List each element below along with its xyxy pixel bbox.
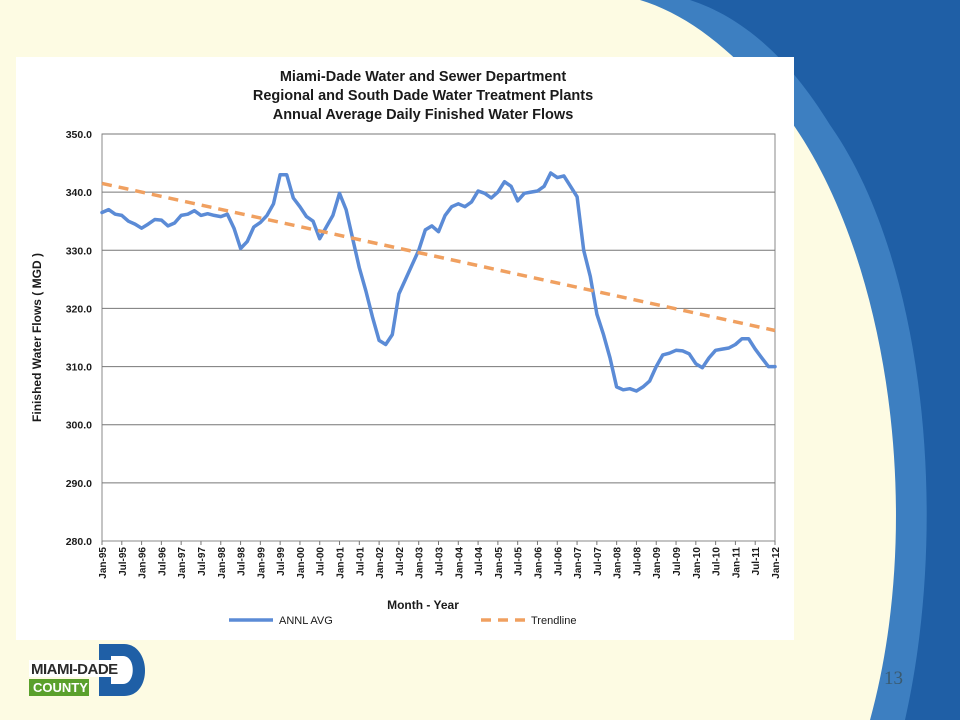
x-tick-label: Jul-97 (197, 547, 208, 576)
x-tick-label: Jul-09 (672, 547, 683, 576)
x-tick-label: Jan-12 (771, 547, 782, 579)
x-tick-label: Jan-00 (296, 547, 307, 579)
chart-title-line-3: Annual Average Daily Finished Water Flow… (273, 107, 574, 123)
x-tick-label: Jan-96 (138, 547, 149, 579)
x-tick-label: Jul-04 (474, 547, 485, 576)
y-tick-label: 290.0 (66, 478, 92, 490)
logo-line2-bg (29, 679, 89, 696)
x-tick-label: Jul-05 (514, 547, 525, 576)
x-tick-label: Jul-98 (237, 547, 248, 576)
x-tick-label: Jan-98 (217, 547, 228, 579)
x-tick-label: Jul-10 (712, 547, 723, 576)
x-tick-label: Jul-06 (553, 547, 564, 576)
x-tick-label: Jul-02 (395, 547, 406, 576)
x-tick-label: Jul-96 (157, 547, 168, 576)
x-tick-label: Jan-08 (613, 547, 624, 579)
x-tick-label: Jul-07 (593, 547, 604, 576)
y-tick-label: 350.0 (66, 129, 92, 141)
x-tick-label: Jan-02 (375, 547, 386, 579)
series-line-trendline (101, 181, 776, 333)
x-tick-label: Jan-04 (454, 547, 465, 579)
legend-label-trendline: Trendline (531, 615, 576, 627)
logo-line1-bg (29, 660, 125, 677)
x-tick-label: Jan-95 (98, 547, 109, 579)
x-tick-label: Jan-05 (494, 547, 505, 579)
y-tick-label: 330.0 (66, 245, 92, 257)
legend-label-annl-avg: ANNL AVG (279, 615, 333, 627)
x-tick-label: Jan-97 (177, 547, 188, 579)
line-chart: Miami-Dade Water and Sewer Department Reg… (30, 69, 782, 627)
chart-title-line-2: Regional and South Dade Water Treatment … (253, 88, 593, 104)
x-tick-label: Jan-01 (336, 547, 347, 579)
corner-swoosh-dark (690, 0, 960, 720)
miami-dade-logo: MIAMI-DADE COUNTY (29, 644, 146, 696)
y-tick-label: 280.0 (66, 536, 92, 548)
x-tick-label: Jan-03 (415, 547, 426, 579)
series-line-annl-avg (100, 171, 777, 393)
x-tick-label: Jul-01 (355, 547, 366, 576)
x-tick-label: Jan-06 (533, 547, 544, 579)
chart-panel: Miami-Dade Water and Sewer Department Reg… (16, 57, 794, 640)
logo-line2-text: COUNTY (33, 680, 88, 695)
y-tick-label: 320.0 (66, 303, 92, 315)
x-tick-label: Jul-95 (118, 547, 129, 576)
x-tick-label: Jul-03 (435, 547, 446, 576)
x-tick-label: Jul-99 (276, 547, 287, 576)
x-tick-label: Jul-08 (632, 547, 643, 576)
x-tick-label: Jan-11 (731, 547, 742, 579)
x-tick-label: Jul-11 (751, 547, 762, 576)
x-tick-label: Jul-00 (316, 547, 327, 576)
logo-line1-text: MIAMI-DADE (31, 661, 118, 678)
x-tick-label: Jan-09 (652, 547, 663, 579)
y-tick-label: 310.0 (66, 362, 92, 374)
chart-title-line-1: Miami-Dade Water and Sewer Department (280, 69, 566, 85)
x-tick-label: Jan-07 (573, 547, 584, 579)
x-tick-label: Jan-10 (692, 547, 703, 579)
page-number: 13 (884, 668, 903, 689)
x-axis-title: Month - Year (387, 598, 459, 612)
y-axis-title: Finished Water Flows ( MGD ) (30, 253, 44, 422)
plot-area-border (101, 133, 776, 542)
y-tick-label: 300.0 (66, 420, 92, 432)
y-tick-label: 340.0 (66, 187, 92, 199)
x-tick-label: Jan-99 (256, 547, 267, 579)
